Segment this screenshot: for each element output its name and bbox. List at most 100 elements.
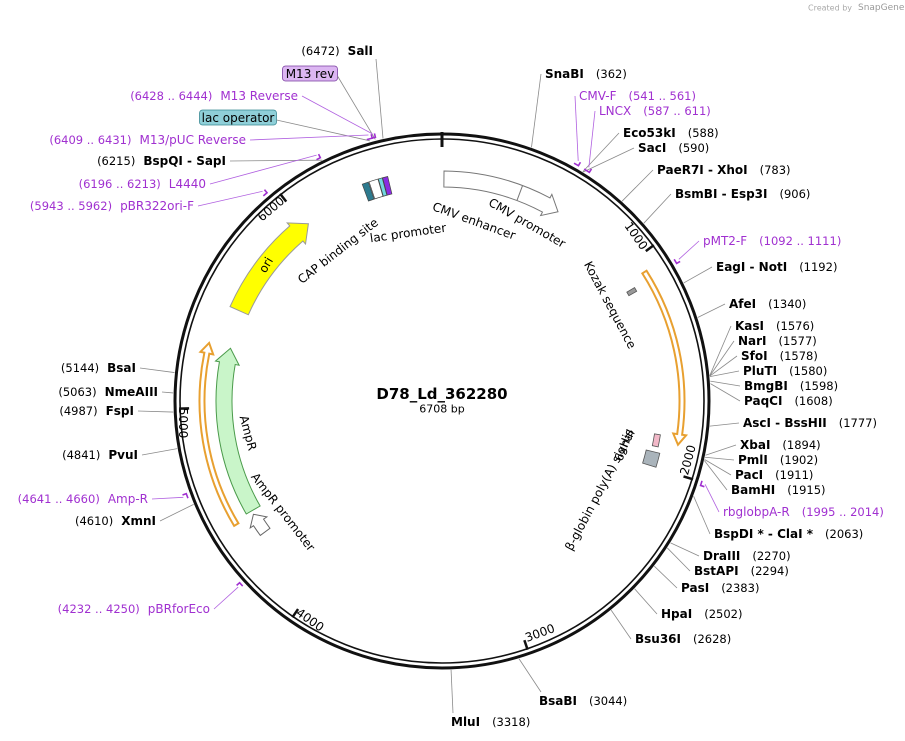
primer-range: (541 .. 561) bbox=[628, 89, 696, 103]
enzyme-position: (1608) bbox=[794, 394, 832, 408]
enzyme-leader bbox=[693, 495, 711, 535]
enzyme-position: (1192) bbox=[799, 260, 837, 274]
enzyme-position: (1902) bbox=[780, 453, 818, 467]
enzyme-leader bbox=[704, 460, 728, 491]
brand: SnapGene bbox=[858, 3, 905, 13]
enzyme-name: AscI - BssHII bbox=[743, 416, 827, 430]
feature-label: AmpR bbox=[237, 414, 260, 452]
enzyme-position: (3318) bbox=[492, 715, 530, 729]
primer-name: LNCX bbox=[599, 104, 631, 118]
primer-leader bbox=[209, 154, 317, 185]
enzyme-leader bbox=[621, 169, 654, 202]
enzyme-position: (4841) bbox=[62, 448, 100, 462]
enzyme-leader bbox=[704, 459, 732, 476]
enzyme-name: FspI bbox=[106, 404, 134, 418]
enzyme-name: XbaI bbox=[740, 438, 770, 452]
primer-mark bbox=[699, 480, 705, 488]
enzyme-leader bbox=[683, 266, 713, 284]
enzyme-name: BstAPI bbox=[694, 564, 739, 578]
enzyme-position: (2294) bbox=[751, 564, 789, 578]
enzyme-name: PluTI bbox=[743, 364, 777, 378]
feature-box bbox=[199, 109, 277, 126]
cmv-arrow bbox=[443, 170, 559, 217]
enzyme-name: BsaBI bbox=[539, 694, 577, 708]
enzyme-name: AfeI bbox=[729, 297, 756, 311]
enzyme-name: SacI bbox=[638, 141, 666, 155]
primer-name: pMT2-F bbox=[703, 234, 747, 248]
primer-mark bbox=[236, 581, 244, 587]
primer-range: (4641 .. 4660) bbox=[18, 492, 100, 506]
enzyme-position: (6472) bbox=[301, 44, 339, 58]
enzyme-name: PasI bbox=[681, 581, 709, 595]
feature-label: M13 rev bbox=[286, 67, 335, 81]
enzyme-position: (3044) bbox=[589, 694, 627, 708]
enzyme-leader bbox=[159, 503, 194, 522]
feature-label: ori bbox=[256, 255, 276, 276]
enzyme-position: (2270) bbox=[752, 549, 790, 563]
scale-tick bbox=[523, 639, 529, 651]
enzyme-position: (906) bbox=[779, 187, 810, 201]
primer-name: M13 Reverse bbox=[220, 89, 298, 103]
primer-leader bbox=[249, 134, 369, 141]
scale-label: 4000 bbox=[293, 606, 326, 635]
enzyme-name: Bsu36I bbox=[635, 632, 681, 646]
scale-tick bbox=[645, 244, 655, 253]
enzyme-name: PacI bbox=[735, 468, 763, 482]
enzyme-leader bbox=[709, 325, 732, 376]
enzyme-leader bbox=[634, 588, 658, 615]
primer-mark bbox=[673, 258, 681, 265]
enzyme-name: KasI bbox=[735, 319, 764, 333]
enzyme-position: (5144) bbox=[61, 361, 99, 375]
primer-name: rbglobpA-R bbox=[723, 505, 790, 519]
feature-label: lac promoter bbox=[369, 221, 447, 246]
primer-range: (1995 .. 2014) bbox=[802, 505, 884, 519]
primer-leader bbox=[151, 496, 184, 500]
ampr-gene-arrow bbox=[198, 341, 240, 528]
enzyme-leader bbox=[709, 370, 740, 377]
primer-name: Amp-R bbox=[108, 492, 148, 506]
lac-region-part bbox=[377, 177, 388, 197]
enzyme-name: Eco53kI bbox=[623, 126, 676, 140]
lac-region-part bbox=[382, 176, 393, 196]
enzyme-leader bbox=[709, 355, 738, 377]
enzyme-position: (6215) bbox=[97, 154, 135, 168]
enzyme-leader bbox=[139, 367, 175, 373]
scale-tick bbox=[683, 475, 694, 481]
feature-leader bbox=[276, 119, 370, 142]
enzyme-leader bbox=[709, 340, 735, 377]
enzyme-leader bbox=[705, 444, 737, 456]
ori-arrow bbox=[229, 222, 309, 316]
enzyme-position: (1580) bbox=[789, 364, 827, 378]
primer-mark bbox=[316, 153, 322, 161]
enzyme-leader bbox=[697, 303, 726, 318]
polya-signal bbox=[642, 449, 661, 468]
enzyme-position: (1340) bbox=[768, 297, 806, 311]
enzyme-leader bbox=[654, 565, 678, 589]
cmv-divider bbox=[516, 185, 524, 201]
primer-mark bbox=[583, 168, 593, 174]
primer-range: (6196 .. 6213) bbox=[79, 177, 161, 191]
primer-name: CMV-F bbox=[579, 89, 617, 103]
enzyme-leader bbox=[583, 147, 635, 173]
enzyme-name: NarI bbox=[738, 334, 767, 348]
primer-leader bbox=[301, 95, 373, 135]
scale-tick bbox=[279, 192, 288, 203]
scale-label: 3000 bbox=[523, 621, 556, 645]
enzyme-leader bbox=[137, 410, 174, 413]
enzyme-name: NmeAIII bbox=[105, 385, 158, 399]
enzyme-leader bbox=[710, 383, 741, 402]
scale-label: 2000 bbox=[677, 443, 698, 476]
enzyme-leader bbox=[141, 448, 178, 456]
feature-label: AmpR promoter bbox=[248, 470, 318, 554]
feature-label: β-globin poly(A) signal bbox=[562, 427, 638, 553]
scale-label: 5000 bbox=[176, 408, 190, 439]
enzyme-name: BsmBI - Esp3I bbox=[675, 187, 767, 201]
enzyme-position: (1576) bbox=[776, 319, 814, 333]
enzyme-position: (1577) bbox=[779, 334, 817, 348]
enzyme-name: BsaI bbox=[107, 361, 136, 375]
primer-range: (1092 .. 1111) bbox=[759, 234, 841, 248]
enzyme-name: PmlI bbox=[738, 453, 768, 467]
enzyme-position: (2063) bbox=[825, 527, 863, 541]
enzyme-position: (4610) bbox=[75, 514, 113, 528]
